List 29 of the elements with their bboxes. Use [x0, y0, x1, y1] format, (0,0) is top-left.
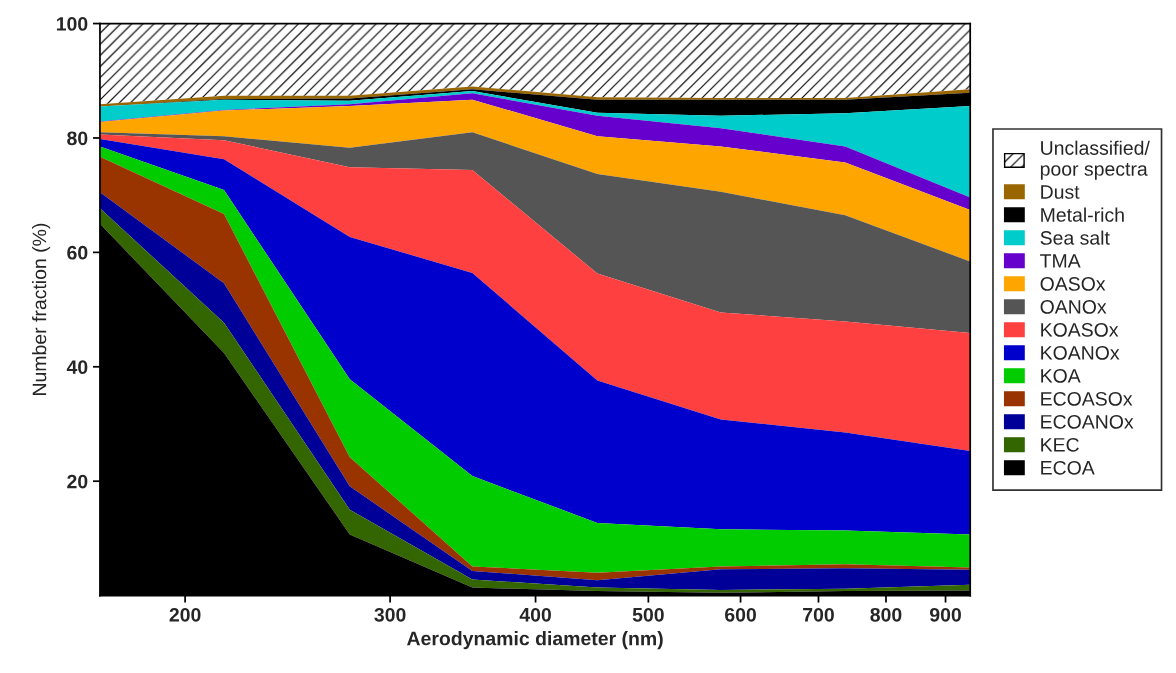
legend-label: KOA [1041, 368, 1081, 383]
x-tick-label: 500 [632, 607, 664, 622]
legend-label: Sea salt [1040, 230, 1110, 245]
legend-label: ECOA [1041, 460, 1095, 475]
y-tick-label: 20 [67, 474, 88, 489]
y-axis-title: Number fraction (%) [32, 223, 51, 395]
legend-label: TMA [1040, 254, 1081, 268]
y-tick-label: 80 [67, 131, 88, 146]
x-tick-label: 700 [803, 607, 834, 622]
y-tick-label: 100 [56, 17, 88, 31]
legend-label: ECOASOx [1041, 391, 1133, 406]
x-tick-label: 300 [374, 607, 406, 622]
x-tick-label: 400 [519, 607, 551, 622]
legend-label: Metal-rich [1041, 207, 1124, 222]
legend-label: KEC [1041, 437, 1079, 452]
legend-label: Dust [1041, 185, 1080, 199]
x-tick-label: 200 [169, 607, 201, 622]
y-tick-label: 60 [67, 245, 88, 260]
x-axis-title: Aerodynamic diameter (nm) [406, 631, 663, 650]
legend-label: ECOANOx [1041, 414, 1134, 429]
legend-label: OASOx [1040, 277, 1106, 291]
legend-label: Unclassified/ poor spectra [1040, 140, 1150, 180]
legend-label: KOANOx [1041, 345, 1120, 360]
x-tick-label: 800 [870, 607, 902, 622]
legend-label: KOASOx [1041, 323, 1119, 337]
y-tick-label: 40 [66, 360, 88, 375]
x-tick-label: 900 [929, 607, 961, 622]
legend-label: OANOx [1040, 300, 1107, 314]
x-tick-label: 600 [725, 607, 756, 622]
